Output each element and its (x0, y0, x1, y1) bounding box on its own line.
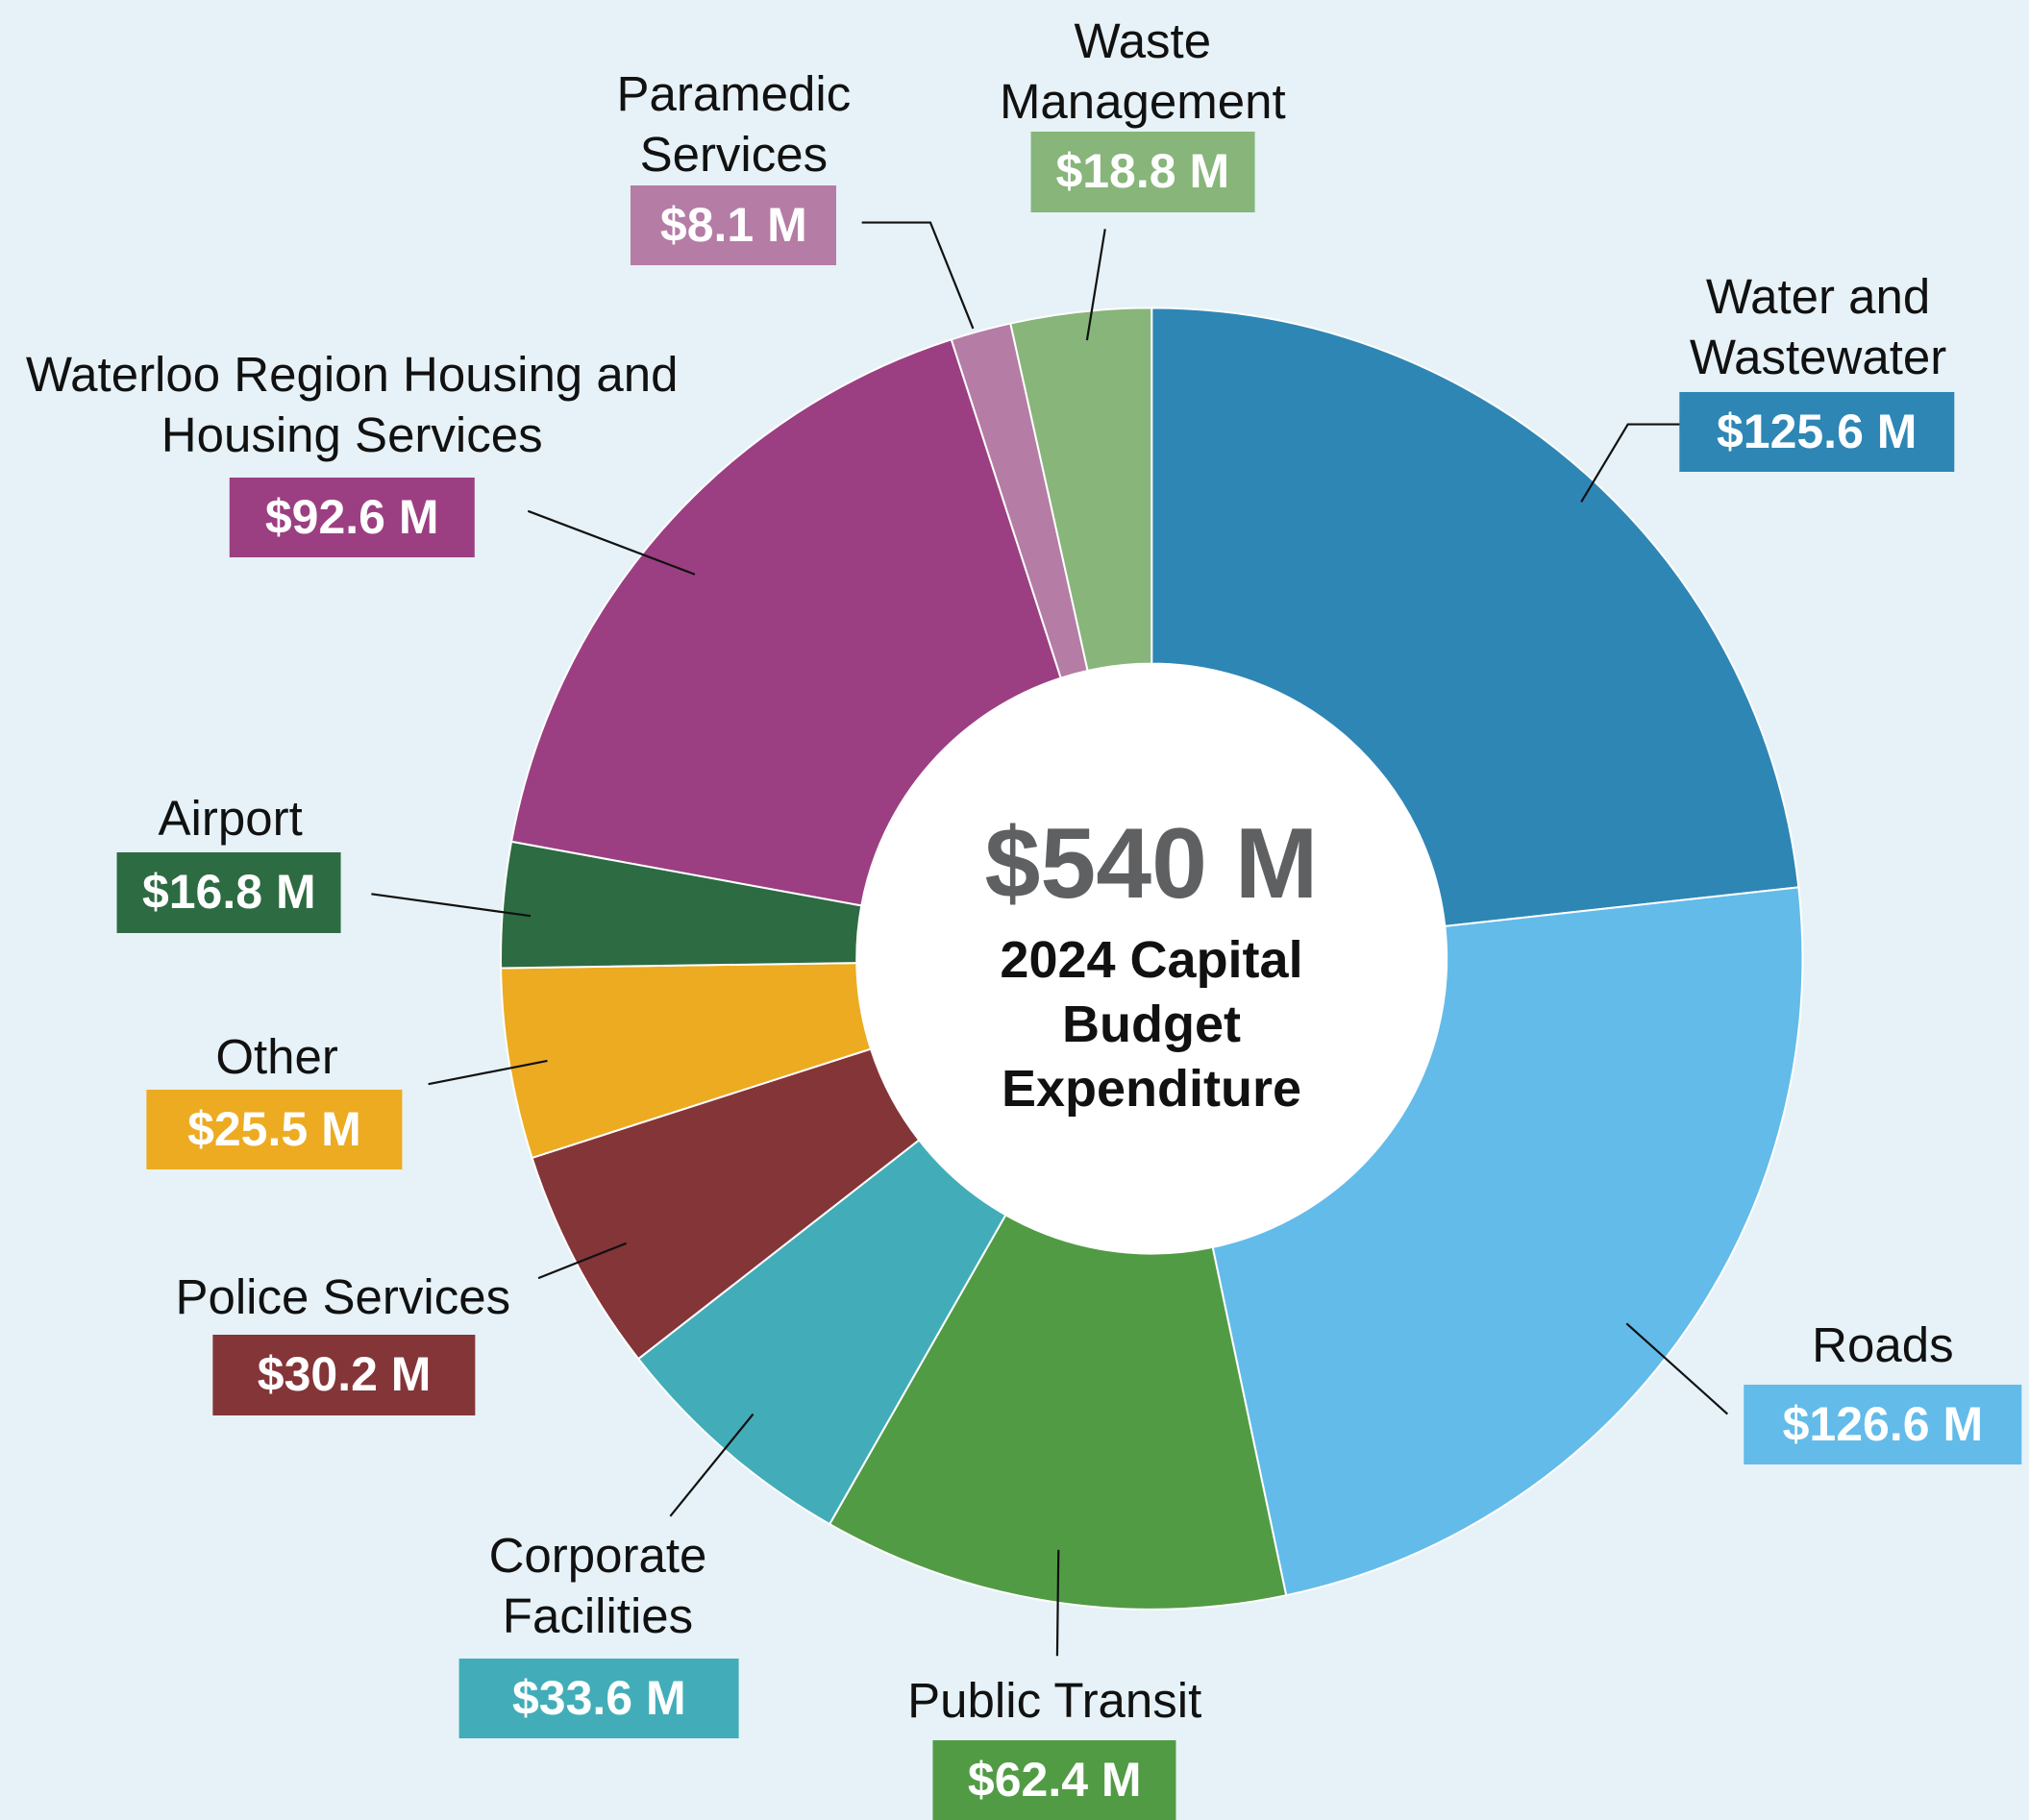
value-label: $16.8 M (116, 852, 341, 933)
leader-line (527, 509, 696, 576)
category-label: Public Transit (907, 1673, 1202, 1729)
leader-line (371, 893, 532, 918)
category-label: Waterloo Region Housing and Housing Serv… (25, 347, 679, 463)
leader-line (1085, 229, 1106, 341)
value-label: $8.1 M (631, 184, 837, 265)
category-label: Other (215, 1028, 338, 1084)
category-label: Airport (158, 790, 303, 846)
category-label: Police Services (175, 1269, 511, 1325)
leader-line (861, 221, 975, 330)
leader-line (669, 1413, 755, 1517)
leader-line (1625, 1322, 1729, 1415)
center-label: $540 M (984, 808, 1319, 920)
category-label: Paramedic Services (616, 65, 852, 182)
value-label: $62.4 M (932, 1739, 1176, 1820)
value-label: $125.6 M (1679, 391, 1954, 473)
value-label: $25.5 M (146, 1089, 403, 1170)
category-label: Water and Wastewater (1689, 269, 1947, 385)
value-label: $92.6 M (229, 477, 475, 558)
donut-hole (856, 663, 1448, 1254)
category-label: Corporate Facilities (488, 1528, 707, 1644)
leader-line (428, 1059, 548, 1086)
value-label: $126.6 M (1744, 1384, 2022, 1464)
leader-line (1055, 1549, 1060, 1657)
value-label: $30.2 M (212, 1335, 476, 1415)
leader-line (1580, 423, 1680, 503)
value-label: $18.8 M (1030, 132, 1255, 212)
value-label: $33.6 M (458, 1658, 739, 1739)
category-label: Roads (1812, 1316, 1954, 1372)
leader-line (537, 1242, 628, 1280)
chart-title: 2024 Capital Budget Expenditure (1000, 931, 1303, 1118)
category-label: Waste Management (999, 12, 1286, 129)
